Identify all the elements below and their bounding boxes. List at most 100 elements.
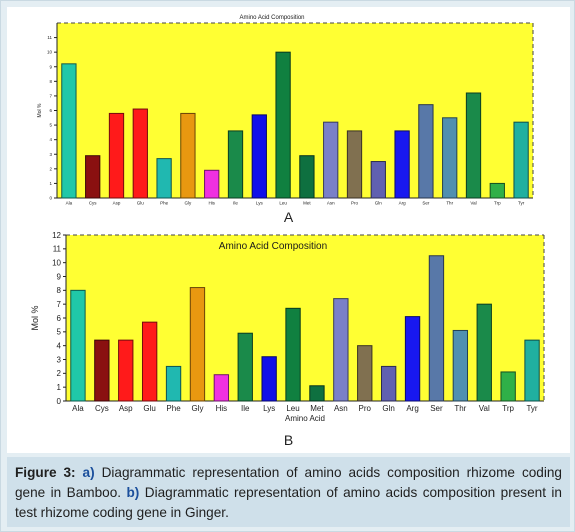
y-tick-label: 1 [57, 383, 62, 392]
chart-title: Amino Acid Composition [239, 15, 304, 21]
bar-his [204, 169, 220, 199]
x-tick-label: Gly [185, 201, 193, 206]
y-tick-label: 7 [57, 300, 62, 309]
bar-val [465, 92, 482, 199]
bar-glu [132, 108, 148, 199]
x-tick-label: Tyr [518, 201, 525, 206]
x-tick-label: Phe [160, 201, 169, 206]
x-tick-label: Val [479, 404, 490, 413]
bar-pro [357, 345, 373, 402]
bar-asp [108, 112, 125, 199]
y-tick-label: 10 [52, 258, 61, 267]
x-tick-label: Phe [166, 404, 181, 413]
y-tick-label: 4 [57, 341, 62, 350]
bar-asn [323, 121, 339, 199]
bar-ala [61, 63, 77, 199]
x-tick-label: His [216, 404, 228, 413]
bar-phe [165, 365, 182, 402]
bar-met [299, 155, 315, 199]
bar-thr [442, 117, 458, 199]
bar-tyr [513, 121, 529, 199]
bar-ala [70, 289, 86, 402]
bar-ser [428, 255, 445, 402]
x-tick-label: His [208, 201, 215, 206]
panel-label-a: A [283, 209, 294, 225]
y-tick-label: 8 [57, 286, 62, 295]
bar-val [476, 303, 492, 402]
y-tick-label: 9 [57, 272, 62, 281]
x-tick-label: Cys [89, 201, 97, 206]
x-tick-label: Asn [327, 201, 335, 206]
x-tick-label: Arg [406, 404, 418, 413]
x-tick-label: Ala [72, 404, 84, 413]
y-axis-label: Mol % [30, 305, 40, 330]
bar-leu [285, 307, 301, 402]
x-tick-label: Ala [66, 201, 73, 206]
figure-caption: Figure 3: a) Diagrammatic representation… [7, 457, 570, 527]
x-tick-label: Lys [263, 404, 275, 413]
plot-area [57, 23, 533, 198]
chart-panel-a: 0 1 2 3 4 5 6 7 8 9 10 11 Ala Cys Asp Glu Phe Gly His Ile Ly… [7, 7, 570, 229]
x-tick-label: Leu [279, 201, 287, 206]
x-tick-label: Ile [233, 201, 238, 206]
bar-ser [418, 104, 434, 199]
chart-title: Amino Acid Composition [219, 241, 327, 252]
x-tick-label: Trp [502, 404, 514, 413]
bar-his [213, 374, 230, 402]
bar-cys [94, 339, 110, 402]
x-tick-label: Glu [137, 201, 145, 206]
y-tick-label: 8 [49, 79, 52, 84]
x-tick-label: Glu [143, 404, 155, 413]
bar-ile [237, 332, 253, 402]
y-tick-label: 1 [49, 181, 52, 186]
x-tick-label: Ser [422, 201, 430, 206]
bar-leu [275, 51, 291, 199]
bar-chart-a: 0 1 2 3 4 5 6 7 8 9 10 11 Ala Cys Asp Glu Phe Gly His Ile Ly… [37, 15, 534, 206]
bar-arg [404, 316, 421, 402]
bar-asp [118, 339, 134, 402]
bar-lys [261, 356, 277, 402]
x-tick-label: Thr [454, 404, 466, 413]
bar-thr [452, 329, 469, 402]
panel-label-b: B [283, 432, 294, 448]
bar-glu [141, 321, 158, 402]
y-tick-label: 11 [53, 245, 62, 254]
x-tick-label: Tyr [526, 404, 537, 413]
x-axis-label: Amino Acid [285, 414, 325, 423]
x-tick-label: Arg [399, 201, 407, 206]
y-tick-label: 0 [49, 196, 52, 201]
x-tick-label: Gln [382, 404, 394, 413]
y-tick-label: 2 [57, 369, 62, 378]
bar-tyr [524, 339, 540, 402]
x-tick-label: Leu [286, 404, 299, 413]
x-tick-label: Asn [334, 404, 348, 413]
bar-gln [370, 161, 386, 199]
x-tick-label: Met [310, 404, 324, 413]
caption-text-a: Diagrammatic representation of amino aci… [15, 465, 562, 500]
y-tick-label: 12 [52, 231, 61, 240]
bar-gln [380, 365, 397, 402]
bar-arg [394, 130, 410, 199]
x-tick-label: Gly [191, 404, 203, 413]
bar-trp [489, 182, 505, 199]
y-tick-label: 6 [49, 108, 52, 113]
caption-figure-number: Figure 3: [15, 465, 76, 480]
bar-trp [500, 371, 516, 402]
bar-ile [227, 130, 244, 199]
x-tick-label: Thr [446, 201, 453, 206]
y-tick-label: 0 [57, 397, 62, 406]
caption-key-b: b) [126, 485, 140, 500]
x-tick-label: Pro [359, 404, 372, 413]
y-tick-label: 3 [57, 355, 62, 364]
y-tick-label: 10 [47, 50, 53, 55]
caption-key-a: a) [82, 465, 95, 480]
x-tick-label: Cys [95, 404, 109, 413]
y-tick-label: 4 [49, 137, 52, 142]
caption-text-b: Diagrammatic representation of amino aci… [15, 485, 562, 520]
x-tick-label: Gln [375, 201, 383, 206]
bar-cys [85, 155, 101, 199]
y-tick-label: 5 [57, 328, 62, 337]
bar-asn [333, 298, 349, 402]
